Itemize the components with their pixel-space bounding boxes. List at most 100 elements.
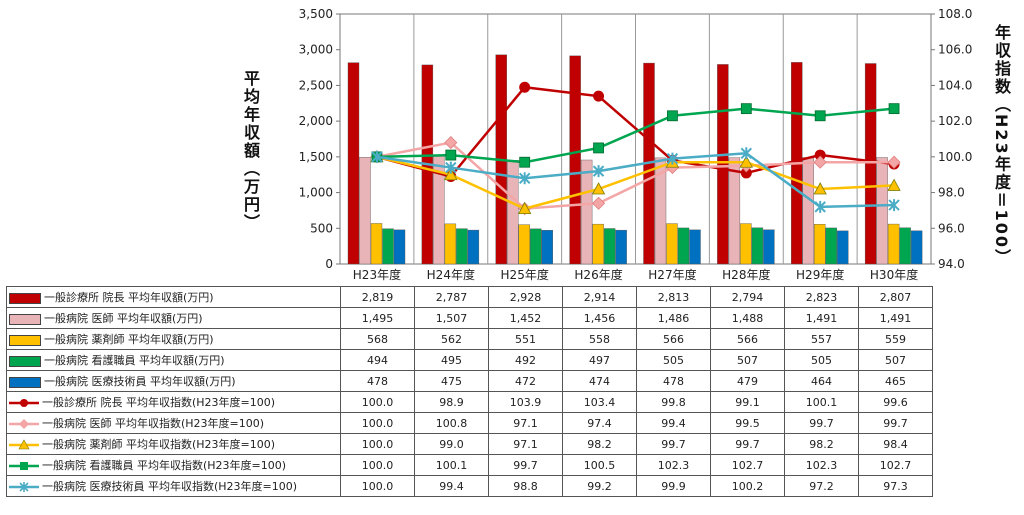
legend-swatch: [9, 462, 39, 470]
table-cell: 98.2: [784, 433, 859, 455]
series-line: [376, 107, 895, 164]
line-point: [887, 155, 901, 169]
line-point: [593, 142, 604, 154]
line-series-group: [370, 81, 901, 216]
table-cell: 2,787: [414, 286, 489, 308]
legend-swatch: [9, 334, 41, 346]
table-cell: 100.0: [340, 475, 415, 497]
legend-swatch: [9, 355, 41, 367]
left-tick-label: 500: [310, 221, 333, 235]
table-cell: 97.1: [488, 412, 563, 434]
table-cell: 478: [340, 370, 415, 392]
table-cell: 507: [710, 349, 785, 371]
table-cell: 99.2: [562, 475, 637, 497]
table-cell: 557: [784, 328, 859, 350]
table-row: 一般病院 医師 平均年収額(万円) 1,495 1,507 1,452 1,456 1,4…: [6, 307, 933, 329]
bar: [899, 227, 911, 265]
legend-swatch: [9, 292, 41, 304]
line-point: [593, 90, 605, 102]
table-cell: 1,495: [340, 307, 415, 329]
bar: [569, 55, 581, 265]
series-name: 一般診療所 院長 平均年収額(万円): [6, 286, 341, 308]
table-cell: 2,823: [784, 286, 859, 308]
bar: [456, 228, 468, 265]
table-cell: 100.0: [340, 412, 415, 434]
bar: [382, 228, 394, 265]
series-name-text: 一般病院 薬剤師 平均年収額(万円): [44, 333, 214, 346]
x-tick-label: H26年度: [574, 267, 622, 282]
table-row: 一般病院 医師 平均年収指数(H23年度=100) 100.0 100.8 97.1 9…: [6, 412, 933, 434]
line-point: [444, 167, 458, 181]
legend-swatch: [9, 399, 39, 407]
table-cell: 1,507: [414, 307, 489, 329]
bar: [740, 223, 752, 265]
table-cell: 474: [562, 370, 637, 392]
data-table: 一般診療所 院長 平均年収額(万円) 2,819 2,787 2,928 2,914 2,…: [6, 286, 933, 497]
bar: [751, 227, 764, 265]
x-tick-label: H24年度: [427, 267, 475, 282]
table-row: 一般病院 医療技術員 平均年収額(万円) 478 475 472 474 478 479 46…: [6, 370, 933, 392]
series-name-text: 一般病院 医師 平均年収額(万円): [44, 312, 203, 325]
bar: [876, 157, 888, 265]
left-tick-label: 3,500: [299, 7, 333, 21]
series-name-text: 一般診療所 院長 平均年収額(万円): [44, 291, 214, 304]
series-name: 一般病院 看護職員 平均年収指数(H23年度=100): [6, 454, 341, 476]
left-axis-label: 平均年収額（万円）: [241, 70, 260, 232]
table-cell: 566: [710, 328, 785, 350]
bar: [359, 157, 371, 265]
table-cell: 99.6: [858, 391, 933, 413]
line-point: [813, 182, 827, 195]
series-name: 一般病院 医療技術員 平均年収指数(H23年度=100): [6, 475, 341, 497]
series-line: [376, 155, 895, 210]
line-point: [445, 149, 457, 161]
bar: [825, 227, 837, 265]
series-name: 一般診療所 院長 平均年収指数(H23年度=100): [6, 391, 341, 413]
right-tick-label: 106.0: [938, 43, 972, 57]
left-tick-label: 2,000: [299, 114, 333, 128]
left-tick-label: 3,000: [299, 43, 333, 57]
series-name-text: 一般病院 医療技術員 平均年収額(万円): [44, 375, 236, 388]
x-tick-label: H30年度: [870, 267, 918, 282]
table-row: 一般病院 薬剤師 平均年収額(万円) 568 562 551 558 566 566 557 5…: [6, 328, 933, 350]
table-cell: 97.1: [488, 433, 563, 455]
table-cell: 99.0: [414, 433, 489, 455]
table-cell: 566: [636, 328, 711, 350]
line-point: [444, 136, 458, 150]
line-point: [888, 103, 900, 115]
bar: [518, 224, 530, 265]
bar: [837, 230, 849, 265]
bar: [467, 229, 480, 265]
bar: [580, 159, 593, 265]
line-point: [814, 110, 826, 122]
table-cell: 99.4: [414, 475, 489, 497]
bar: [910, 230, 923, 265]
series-line: [376, 85, 895, 178]
table-cell: 495: [414, 349, 489, 371]
table-cell: 98.2: [562, 433, 637, 455]
line-point: [740, 147, 753, 160]
x-tick-label: H29年度: [796, 267, 844, 282]
bar: [654, 157, 667, 265]
left-tick-label: 2,500: [299, 78, 333, 92]
series-name: 一般病院 看護職員 平均年収額(万円): [6, 349, 341, 371]
table-cell: 479: [710, 370, 785, 392]
bar: [666, 223, 678, 265]
legend-swatch: [9, 313, 41, 325]
left-tick-label: 1,500: [299, 150, 333, 164]
table-cell: 475: [414, 370, 489, 392]
line-point: [667, 110, 678, 122]
table-cell: 465: [858, 370, 933, 392]
line-point: [519, 156, 531, 168]
bar: [864, 63, 877, 265]
table-cell: 100.1: [414, 454, 489, 476]
table-cell: 2,928: [488, 286, 563, 308]
bar: [370, 223, 383, 265]
right-tick-label: 104.0: [938, 78, 972, 92]
series-name-text: 一般病院 医師 平均年収指数(H23年度=100): [42, 417, 265, 430]
series-name-text: 一般診療所 院長 平均年収指数(H23年度=100): [42, 396, 276, 409]
table-cell: 99.7: [636, 433, 711, 455]
table-cell: 97.2: [784, 475, 859, 497]
right-tick-label: 98.0: [938, 186, 965, 200]
table-cell: 1,491: [784, 307, 859, 329]
legend-swatch: [9, 482, 39, 492]
